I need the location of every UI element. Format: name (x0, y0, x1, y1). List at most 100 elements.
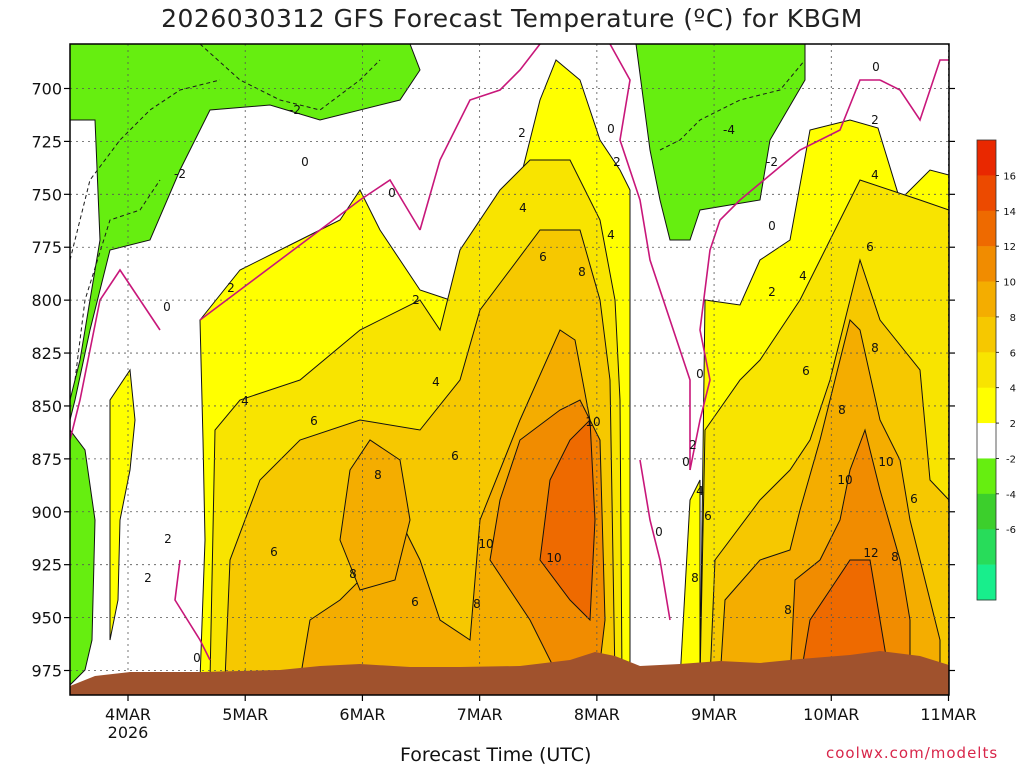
contour-label-1: 0 (872, 60, 880, 74)
zero-contour-1 (174, 559, 211, 661)
contour-label-24: 4 (607, 228, 615, 242)
x-tick-label-9MAR: 9MAR (691, 705, 737, 724)
contour-label-53: 12 (863, 546, 878, 560)
band-neg2-right (635, 44, 806, 241)
colorbar-label--4: -4 (1006, 490, 1016, 501)
colorbar-label--2: -2 (1006, 454, 1016, 465)
colorbar-label-6: 6 (1010, 348, 1016, 359)
zero-contour-3 (419, 44, 541, 231)
colorbar-bin-8 (977, 423, 996, 459)
colorbar-label-16: 16 (1003, 171, 1016, 182)
colorbar-label-8: 8 (1010, 313, 1016, 324)
contour-label-39: 8 (578, 265, 586, 279)
negative-contour-2 (659, 59, 806, 151)
y-tick-label-750: 750 (31, 185, 62, 204)
contour-labels: 0000000000-2-2-2-42222222224444444666666… (144, 60, 918, 665)
contour-label-25: 4 (871, 168, 879, 182)
zero-contour-2 (199, 178, 421, 321)
y-tick-label-900: 900 (31, 503, 62, 522)
contour-label-14: 2 (518, 126, 526, 140)
contour-label-11: -2 (174, 167, 186, 181)
y-tick-label-725: 725 (31, 132, 62, 151)
y-tick-label-950: 950 (31, 609, 62, 628)
contour-label-51: 10 (478, 537, 493, 551)
plot-frame (69, 43, 950, 696)
y-tick-label-925: 925 (31, 556, 62, 575)
contour-label-37: 6 (411, 595, 419, 609)
x-tick-label-10MAR: 10MAR (803, 705, 859, 724)
colorbar-bin-0 (977, 140, 996, 176)
band-cold-edge (70, 44, 101, 401)
band-neg2-lowleft (70, 429, 96, 686)
contour-label-17: 2 (227, 281, 235, 295)
colorbar-label-2: 2 (1010, 419, 1016, 430)
contour-label-9: 0 (768, 219, 776, 233)
colorbar-bin-9 (977, 458, 996, 495)
contour-label-38: 6 (910, 492, 918, 506)
contour-label-6: 0 (682, 455, 690, 469)
contour-label-21: 2 (164, 532, 172, 546)
contour-label-3: 0 (388, 186, 396, 200)
colorbar-label-14: 14 (1003, 207, 1016, 218)
source-credit[interactable]: coolwx.com/modelts (826, 744, 999, 762)
negative-contour-3 (199, 44, 381, 111)
x-tick-label-11MAR: 11MAR (920, 705, 976, 724)
contour-label-48: 10 (585, 415, 600, 429)
colorbar-bin-6 (977, 352, 996, 388)
colorbar-bin-5 (977, 316, 996, 353)
contour-label-41: 8 (838, 403, 846, 417)
contour-label-18: 2 (412, 293, 420, 307)
contour-label-40: 8 (871, 341, 879, 355)
x-axis: 4MAR 5MAR 6MAR 7MAR 8MAR 9MAR 10MAR 11MAR 2026 (105, 695, 977, 742)
y-tick-label-975: 975 (31, 662, 62, 681)
contour-label-50: 10 (837, 473, 852, 487)
contour-label-22: 2 (144, 571, 152, 585)
y-tick-label-700: 700 (31, 80, 62, 99)
contour-label-36: 6 (270, 545, 278, 559)
y-tick-label-775: 775 (31, 238, 62, 257)
contour-label-49: 10 (878, 455, 893, 469)
zero-contour-7 (879, 59, 949, 122)
contour-label-30: 6 (539, 250, 547, 264)
contour-label-12: -2 (766, 155, 778, 169)
contour-label-34: 6 (451, 449, 459, 463)
colorbar-bin-7 (977, 387, 996, 424)
contour-label-13: -4 (723, 123, 735, 137)
contour-label-29: 4 (696, 484, 704, 498)
colorbar: 16 14 12 10 8 6 4 2 -2 -4 -6 (976, 139, 1016, 601)
contour-label-31: 6 (866, 240, 874, 254)
contour-label-7: 0 (655, 525, 663, 539)
terrain (70, 651, 949, 695)
contour-label-16: 2 (871, 113, 879, 127)
zero-contour-5 (689, 79, 880, 471)
contour-label-46: 8 (784, 603, 792, 617)
contour-label-0: 0 (607, 122, 615, 136)
contour-label-43: 8 (349, 567, 357, 581)
x-tick-label-7MAR: 7MAR (457, 705, 503, 724)
colorbar-label--6: -6 (1006, 525, 1016, 536)
x-tick-year: 2026 (108, 723, 149, 742)
x-axis-label: Forecast Time (UTC) (400, 744, 592, 766)
y-tick-label-850: 850 (31, 397, 62, 416)
colorbar-bin-11 (977, 529, 996, 565)
contour-label-45: 8 (691, 571, 699, 585)
colorbar-bin-10 (977, 493, 996, 530)
contour-label-47: 8 (891, 550, 899, 564)
band-pos8-left (339, 439, 411, 591)
band-pos12-mid (539, 418, 596, 622)
contour-label-35: 6 (704, 509, 712, 523)
contour-label-8: 0 (193, 651, 201, 665)
contour-label-32: 6 (802, 364, 810, 378)
y-tick-label-825: 825 (31, 344, 62, 363)
colorbar-bin-3 (977, 246, 996, 282)
contour-label-26: 4 (799, 269, 807, 283)
contour-label-33: 6 (310, 414, 318, 428)
x-tick-label-6MAR: 6MAR (339, 705, 385, 724)
contour-label-2: 0 (301, 155, 309, 169)
negative-contour-1 (74, 179, 161, 381)
contour-label-5: 0 (696, 367, 704, 381)
contour-label-15: 2 (613, 155, 621, 169)
contour-label-52: 10 (546, 551, 561, 565)
